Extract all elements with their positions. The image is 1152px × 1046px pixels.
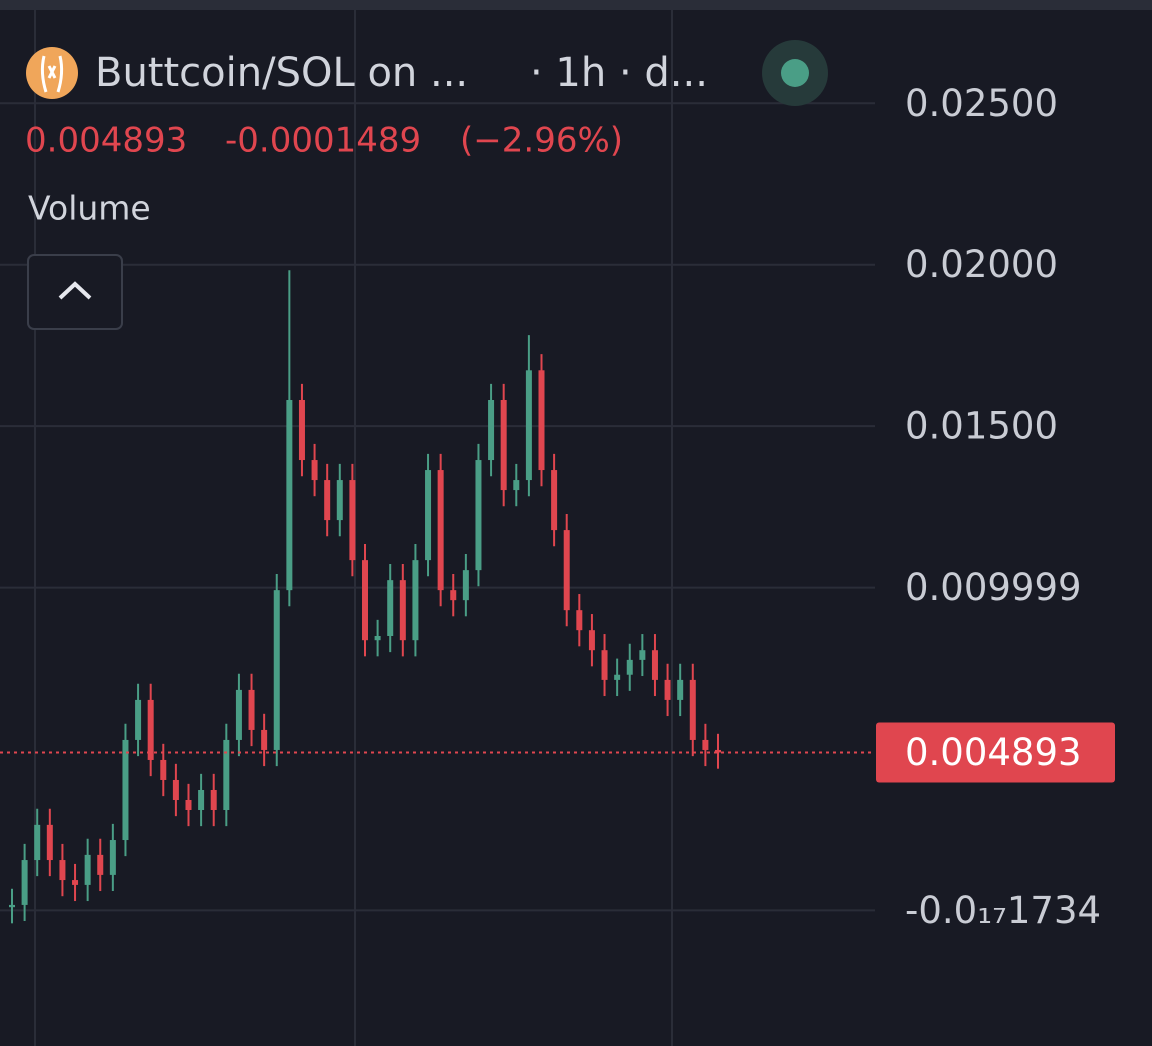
candle-body (59, 860, 66, 881)
candle-body (147, 699, 154, 760)
candle-body (538, 370, 545, 471)
candle-body (450, 590, 457, 601)
candle-body (349, 480, 356, 561)
candle-body (551, 470, 558, 531)
coin-glyph (40, 55, 64, 93)
candle-body (588, 630, 595, 651)
candle-body (488, 399, 495, 461)
candle-body (677, 679, 684, 700)
candle-body (286, 399, 293, 591)
price-label-box (876, 722, 1115, 783)
candle-body (72, 880, 79, 885)
candle-body (210, 789, 217, 811)
y-tick-label: 0.01500 (905, 405, 1058, 448)
candle-body (412, 560, 419, 641)
interval[interactable]: · 1h · d... (530, 50, 708, 96)
candle-body (198, 789, 205, 811)
plot (0, 102, 875, 924)
candle-body (21, 860, 28, 905)
candle-body (437, 470, 444, 591)
candle-body (298, 399, 305, 461)
change-pct: (−2.96%) (460, 121, 623, 161)
candle-body (235, 689, 242, 740)
candle-body (664, 679, 671, 700)
status-dot (781, 59, 809, 87)
top-bar (0, 0, 1152, 10)
change: -0.0001489 (225, 121, 421, 161)
candle-body (715, 749, 721, 753)
candle-body (34, 824, 41, 861)
candle-body (362, 560, 368, 641)
candle-body (425, 470, 432, 561)
candle-body (223, 739, 230, 811)
candle-body (387, 580, 394, 636)
price-label: 0.004893 (905, 731, 1082, 774)
candle-body (525, 370, 532, 481)
y-tick-label: -0.0₁₇1734 (905, 889, 1101, 932)
candle-body (273, 590, 280, 750)
y-tick-label: 0.02500 (905, 82, 1058, 125)
collapse-button[interactable] (27, 254, 123, 330)
candle-body (261, 729, 268, 750)
candle-body (614, 674, 621, 680)
candle-body (122, 739, 129, 841)
candle-body (601, 650, 608, 680)
candle-body (84, 854, 91, 885)
candle-body (500, 399, 507, 491)
candle-body (135, 699, 142, 740)
candle-body (374, 635, 381, 641)
candle-body (563, 530, 570, 611)
candle-body (639, 650, 646, 660)
candle-body (97, 854, 104, 875)
candle-body (324, 480, 331, 521)
candle-body (475, 460, 482, 571)
y-tick-label: 0.009999 (905, 566, 1082, 609)
candle-body (689, 679, 696, 740)
candle-body (651, 650, 658, 680)
candle-body (46, 824, 53, 861)
candle-body (576, 610, 583, 631)
candle-body (9, 904, 15, 908)
candle-body (172, 779, 179, 800)
candle-body (248, 689, 255, 730)
last-price: 0.004893 (25, 121, 187, 161)
candle-body (702, 739, 709, 750)
candle-body (626, 659, 633, 675)
candle-body (109, 840, 116, 875)
candle-body (513, 480, 520, 491)
candle-body (462, 570, 469, 601)
candle-body (311, 460, 318, 481)
indicator-label[interactable]: Volume (28, 189, 151, 228)
candle-body (160, 759, 167, 780)
candle-body (399, 580, 406, 641)
candle-body (185, 799, 192, 811)
y-tick-label: 0.02000 (905, 243, 1058, 286)
symbol-title[interactable]: Buttcoin/SOL on ... (95, 50, 468, 96)
candle-body (336, 480, 343, 521)
chevron-icon (58, 281, 92, 300)
